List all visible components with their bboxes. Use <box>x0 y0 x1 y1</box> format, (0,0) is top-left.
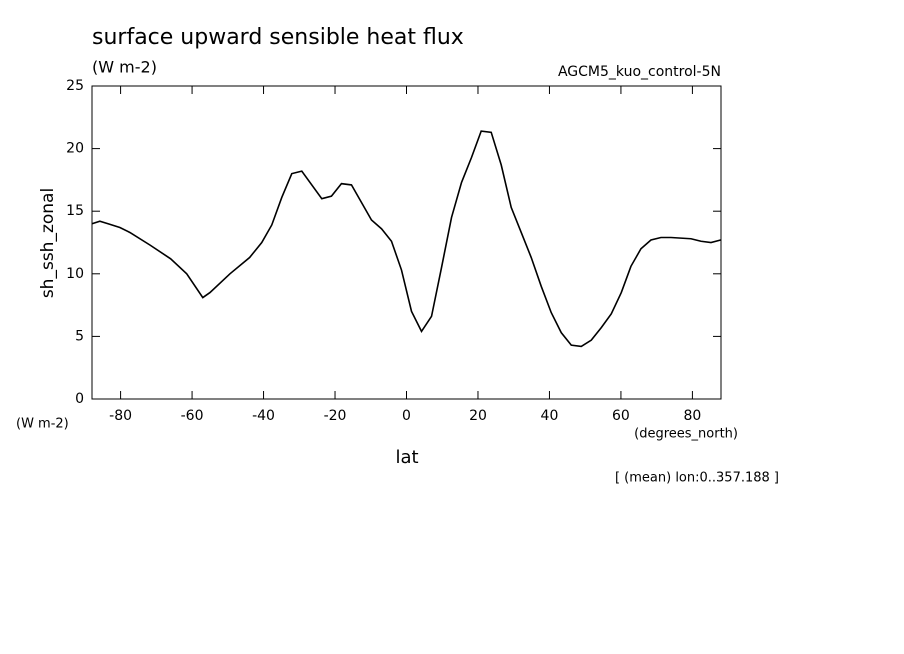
x-axis-label: lat <box>395 447 418 468</box>
y-units: (W m-2) <box>16 417 69 432</box>
y-tick-label: 25 <box>66 78 84 94</box>
plot-frame <box>91 85 722 400</box>
note: [ (mean) lon:0..357.188 ] <box>615 471 779 486</box>
x-tick-label: -20 <box>324 408 347 424</box>
x-tick-label: -60 <box>181 408 204 424</box>
x-tick-label: 60 <box>612 408 630 424</box>
x-tick-label: 20 <box>469 408 487 424</box>
x-tick-label: 80 <box>683 408 701 424</box>
subtitle: (W m-2) <box>92 58 157 77</box>
x-tick-label: -80 <box>109 408 132 424</box>
x-tick-label: 0 <box>402 408 411 424</box>
x-tick-label: -40 <box>252 408 275 424</box>
y-tick-label: 15 <box>66 203 84 219</box>
y-tick-label: 5 <box>75 328 84 344</box>
x-tick-label: 40 <box>541 408 559 424</box>
x-units: (degrees_north) <box>634 427 738 442</box>
y-tick-label: 0 <box>75 391 84 407</box>
y-tick-label: 20 <box>66 141 84 157</box>
dataset-label: AGCM5_kuo_control-5N <box>558 64 721 80</box>
y-tick-label: 10 <box>66 266 84 282</box>
data-line <box>91 130 721 348</box>
chart-title: surface upward sensible heat flux <box>92 25 464 50</box>
y-axis-label: sh_ssh_zonal <box>38 188 58 298</box>
